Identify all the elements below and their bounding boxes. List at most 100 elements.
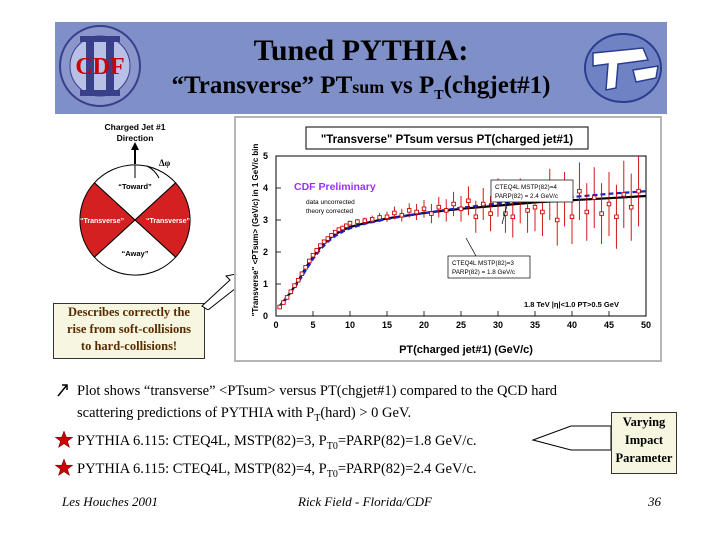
bullet-line-2: scattering predictions of PYTHIA with PT… [77, 402, 655, 430]
transverse-region-left [79, 182, 136, 258]
footer-left: Les Houches 2001 [62, 494, 159, 509]
data-point [451, 201, 456, 207]
red-star-icon [55, 430, 73, 449]
logo-text: CDF [75, 54, 124, 80]
x-tick-label: 50 [641, 320, 651, 330]
data-point [288, 289, 294, 294]
data-point [510, 214, 516, 220]
chart-points [277, 156, 641, 310]
bullet-line-2-b: (hard) > 0 GeV. [320, 405, 412, 421]
delta-phi-label: Δφ [159, 158, 171, 168]
data-point [429, 211, 434, 216]
data-point [525, 208, 530, 213]
data-point [384, 214, 390, 220]
x-tick-label: 25 [456, 320, 466, 330]
bullet-list: Plot shows “transverse” <PTsum> versus P… [55, 380, 655, 486]
cdf-logo: CDF [59, 25, 141, 107]
data-point [299, 271, 305, 277]
subtitle-part-a: “Transverse” PT [171, 72, 353, 99]
callout-line-1: Describes correctly the [68, 305, 190, 319]
data-point [307, 258, 312, 264]
away-label: “Away” [122, 249, 149, 258]
bullet-line-1: Plot shows “transverse” <PTsum> versus P… [77, 383, 558, 399]
data-point [325, 236, 331, 241]
describes-callout: Describes correctly the rise from soft-c… [53, 303, 205, 359]
transverse-region-right [134, 182, 191, 258]
data-point [295, 277, 301, 283]
chart-title-box [305, 126, 589, 150]
bullet-main: Plot shows “transverse” <PTsum> versus P… [55, 380, 655, 430]
footer-author: Rick Field - Florida/CDF [298, 494, 432, 509]
diagram-header-2: Direction [117, 133, 154, 143]
legend-upper-line-2: PARP(82) = 2.4 GeV/c [495, 193, 558, 200]
varying-line-1: Varying [622, 415, 666, 429]
bullet-line-2-sub: T [314, 412, 321, 424]
data-point [577, 188, 582, 194]
subtitle-part-c: vs P [384, 72, 435, 99]
x-tick-label: 0 [273, 320, 278, 330]
pythia-1-b: =PARP(82)=1.8 GeV/c. [337, 432, 477, 449]
data-point [466, 198, 471, 204]
data-point [332, 229, 338, 235]
transverse-left-label: “Transverse” [80, 218, 124, 225]
data-point [399, 212, 405, 218]
data-point [344, 223, 349, 229]
varying-arrow [531, 425, 612, 451]
data-point [443, 208, 449, 213]
florida-logo [584, 33, 662, 103]
y-tick-label: 1 [263, 279, 268, 289]
diagram-header-1: Charged Jet #1 [105, 122, 166, 132]
data-point [540, 209, 545, 215]
data-point [336, 227, 342, 232]
plot-frame: "Transverse" PTsum versus PT(charged jet… [234, 116, 662, 362]
data-point [421, 206, 427, 212]
slide-title: Tuned PYTHIA: [253, 34, 469, 67]
legend-lower-box [447, 255, 531, 279]
bullet-line-2-a: scattering predictions of PYTHIA with P [77, 405, 315, 421]
data-point [277, 304, 282, 310]
data-point [614, 214, 619, 220]
data-point [532, 204, 538, 210]
legend-upper-line-1: CTEQ4L MSTP(82)=4 [495, 184, 557, 191]
data-point [355, 219, 360, 224]
x-tick-label: 10 [345, 320, 355, 330]
cdf-preliminary-label: CDF Preliminary [294, 181, 376, 193]
data-point [488, 211, 493, 216]
y-tick-label: 3 [263, 215, 268, 225]
x-tick-label: 15 [382, 320, 392, 330]
page-number: 36 [648, 494, 661, 509]
data-point [362, 218, 368, 223]
data-point [284, 295, 290, 300]
toward-label: “Toward” [118, 182, 152, 191]
transverse-right-label: “Transverse” [146, 218, 190, 225]
red-star-icon [55, 458, 73, 476]
data-point [318, 243, 323, 248]
y-tick-label: 5 [263, 151, 268, 161]
data-point [480, 201, 486, 207]
x-tick-label: 5 [310, 320, 315, 330]
data-point [314, 248, 319, 253]
data-point [606, 201, 612, 207]
x-tick-label: 40 [567, 320, 577, 330]
y-tick-label: 0 [263, 311, 268, 321]
data-uncorrected-label: data uncorrected [306, 199, 355, 206]
subtitle-part-d: (chgjet#1) [443, 72, 551, 99]
slide-subtitle: “Transverse” PTsum vs PT(chgjet#1) [55, 72, 667, 104]
data-point [636, 188, 641, 194]
legend-lower-line-1: CTEQ4L MSTP(82)=3 [452, 260, 514, 267]
data-point [369, 217, 375, 222]
data-point [321, 239, 327, 245]
data-point [436, 204, 442, 210]
data-point [303, 265, 308, 270]
data-point [329, 233, 334, 238]
data-point [584, 209, 590, 215]
data-point [377, 215, 382, 220]
data-point [569, 214, 575, 220]
ptsum-chart: "Transverse" PTsum versus PT(charged jet… [251, 126, 651, 356]
y-tick-label: 2 [263, 247, 268, 257]
subtitle-sub-t: T [434, 88, 444, 103]
jet-direction-diagram: Charged Jet #1 Direction Δφ “Toward” “Tr… [79, 122, 191, 276]
pythia-1-a: PYTHIA 6.115: CTEQ4L, MSTP(82)=3, P [77, 432, 327, 449]
data-point [554, 217, 560, 223]
